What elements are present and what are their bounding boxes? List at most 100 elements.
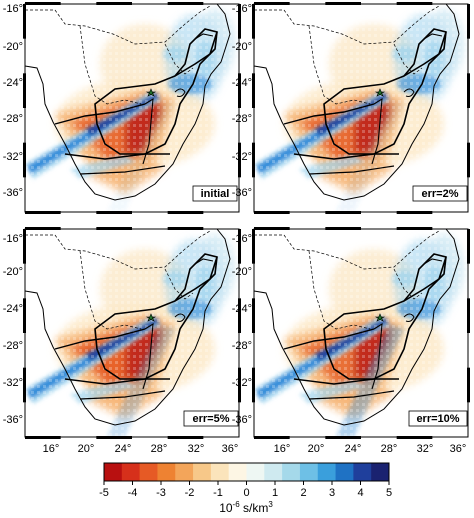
terrane-boundary	[64, 378, 170, 385]
lat-tick: -20°	[3, 266, 23, 278]
terrane-boundary	[142, 322, 154, 390]
anomaly-field	[254, 4, 468, 212]
terrane-boundary	[283, 328, 375, 350]
frame-tick-left	[252, 4, 255, 39]
country-border	[79, 250, 142, 330]
frame-tick-bottom	[254, 211, 290, 214]
frame-tick-left	[252, 298, 255, 333]
lat-tick: -28°	[3, 340, 23, 352]
station-star-marker	[374, 313, 386, 322]
frame-tick-left	[23, 142, 26, 178]
lake-outline	[403, 88, 415, 97]
frame-tick-top	[96, 2, 132, 5]
frame-tick-right	[467, 142, 470, 178]
terrane-boundary	[403, 31, 447, 77]
lat-tick: -36°	[3, 187, 23, 199]
colorbar-swatch	[104, 463, 123, 481]
frame-tick-right	[238, 367, 241, 403]
lat-tick: -16°	[3, 233, 23, 245]
frame-tick-top	[396, 2, 433, 5]
colorbar-swatch	[264, 463, 283, 481]
unit-mid: s/km	[240, 501, 269, 515]
map-lines	[254, 229, 460, 426]
colorbar: -5 -4 -3 -2 -1 0 1 2 3 4 5 10-6 s/km3	[99, 462, 392, 515]
colorbar-swatch	[228, 463, 247, 481]
country-border	[25, 5, 211, 45]
colorbar-unit: 10-6 s/km3	[219, 500, 273, 515]
terrane-boundary	[403, 256, 447, 302]
frame-tick-bottom	[167, 436, 204, 439]
lat-tick: -28°	[232, 113, 252, 125]
lon-tick: 20°	[78, 443, 95, 455]
map-frame	[23, 227, 241, 439]
terrane-boundary	[79, 165, 166, 175]
frame-tick-top	[254, 2, 290, 5]
country-border	[79, 25, 142, 105]
frame-tick-right	[238, 73, 241, 108]
frame-tick-top	[25, 227, 61, 230]
lat-tick: -16°	[3, 3, 23, 15]
frame-tick-bottom	[96, 211, 132, 214]
frame-tick-right	[238, 4, 241, 39]
unit-exponent2: 3	[268, 500, 273, 509]
terrane-boundary	[194, 33, 214, 40]
colorbar-swatch	[335, 463, 354, 481]
frame-tick-bottom	[25, 211, 61, 214]
colorbar-swatch	[175, 463, 194, 481]
anomaly-field	[25, 229, 239, 437]
lat-tick: -28°	[232, 340, 252, 352]
lake-outline	[174, 88, 186, 97]
coastline	[25, 4, 231, 201]
frame-tick-top	[325, 2, 361, 5]
colorbar-tick: 5	[386, 487, 392, 499]
frame-tick-right	[238, 298, 241, 333]
terrane-boundary	[293, 378, 399, 385]
panel-label: err=10%	[416, 413, 459, 425]
lon-tick: 16°	[43, 443, 60, 455]
frame-tick-top	[396, 227, 433, 230]
frame-tick-top	[167, 2, 204, 5]
lon-axis-right: 16° 20° 24° 28° 32° 36°	[274, 443, 467, 455]
terrane-boundary	[423, 33, 443, 40]
colorbar-swatch	[210, 463, 230, 481]
frame-tick-top	[254, 227, 290, 230]
panel-label-box	[192, 185, 238, 202]
frame-tick-bottom	[396, 436, 433, 439]
lon-tick: 32°	[188, 443, 205, 455]
frame-tick-right	[238, 229, 241, 264]
terrane-boundary	[174, 31, 218, 77]
map-panel-err10: err=10%	[252, 227, 470, 439]
terrane-boundary	[283, 103, 375, 125]
colorbar-tick: 2	[300, 487, 306, 499]
lat-axis-top: -16° -20° -24° -28° -32° -36°	[3, 3, 23, 199]
frame-tick-right	[467, 229, 470, 264]
panel-label-box	[183, 410, 239, 427]
lon-tick: 28°	[151, 443, 168, 455]
colorbar-tick: -5	[99, 487, 109, 499]
frame-tick-left	[252, 73, 255, 108]
terrane-boundary	[293, 153, 399, 160]
lat-tick: -36°	[232, 414, 252, 426]
lat-tick: -24°	[232, 77, 252, 89]
lat-axis-top-right: -16° -20° -24° -28° -32° -36°	[232, 3, 252, 199]
lake-outline	[403, 313, 415, 322]
frame-tick-left	[23, 367, 26, 403]
frame-tick-bottom	[254, 436, 290, 439]
lat-tick: -32°	[232, 151, 252, 163]
country-border	[164, 43, 194, 75]
panel-label-box	[408, 410, 468, 427]
terrane-boundary	[308, 165, 395, 175]
country-border	[164, 268, 194, 300]
terrane-boundary	[423, 258, 443, 265]
coastline	[25, 229, 231, 426]
lat-tick: -16°	[232, 233, 252, 245]
colorbar-swatch	[121, 463, 141, 481]
frame-tick-right	[467, 4, 470, 39]
terrane-boundary	[54, 103, 146, 125]
lon-tick: 24°	[115, 443, 132, 455]
frame-tick-top	[96, 227, 132, 230]
colorbar-swatch	[353, 463, 372, 481]
frame-tick-left	[252, 367, 255, 403]
lat-tick: -24°	[3, 303, 23, 315]
unit-exponent: -6	[233, 500, 241, 509]
